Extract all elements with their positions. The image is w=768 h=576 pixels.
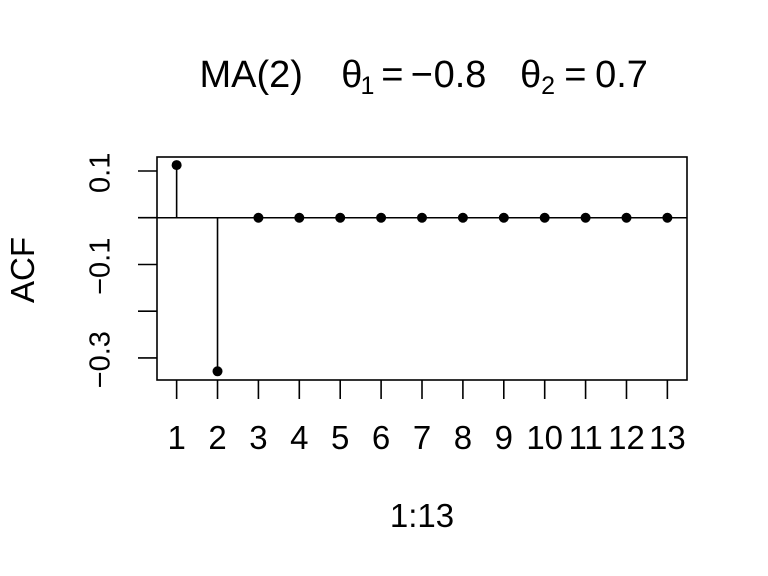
- svg-text:12: 12: [608, 419, 645, 456]
- svg-text:7: 7: [413, 419, 431, 456]
- svg-text:11: 11: [568, 419, 602, 456]
- svg-text:4: 4: [290, 419, 308, 456]
- svg-text:−0.3: −0.3: [85, 331, 117, 388]
- svg-text:8: 8: [454, 419, 472, 456]
- svg-text:10: 10: [526, 419, 563, 456]
- svg-text:0.8: 0.8: [434, 54, 487, 96]
- svg-text:1: 1: [361, 72, 375, 100]
- svg-text:0.1: 0.1: [85, 153, 117, 193]
- svg-text:θ: θ: [341, 54, 362, 96]
- svg-text:1:13: 1:13: [390, 497, 454, 534]
- svg-text:0.7: 0.7: [595, 54, 648, 96]
- svg-text:5: 5: [331, 419, 349, 456]
- svg-text:2: 2: [541, 72, 555, 100]
- svg-text:9: 9: [495, 419, 513, 456]
- svg-text:=: =: [564, 54, 586, 96]
- svg-text:3: 3: [249, 419, 267, 456]
- svg-text:−0.1: −0.1: [85, 238, 117, 295]
- svg-text:=: =: [381, 54, 403, 96]
- svg-text:−: −: [411, 54, 433, 96]
- svg-text:MA(2): MA(2): [200, 54, 303, 96]
- svg-text:2: 2: [208, 419, 226, 456]
- svg-text:13: 13: [649, 419, 686, 456]
- svg-text:6: 6: [372, 419, 390, 456]
- svg-text:θ: θ: [520, 54, 541, 96]
- svg-text:1: 1: [167, 419, 185, 456]
- svg-text:ACF: ACF: [4, 237, 41, 303]
